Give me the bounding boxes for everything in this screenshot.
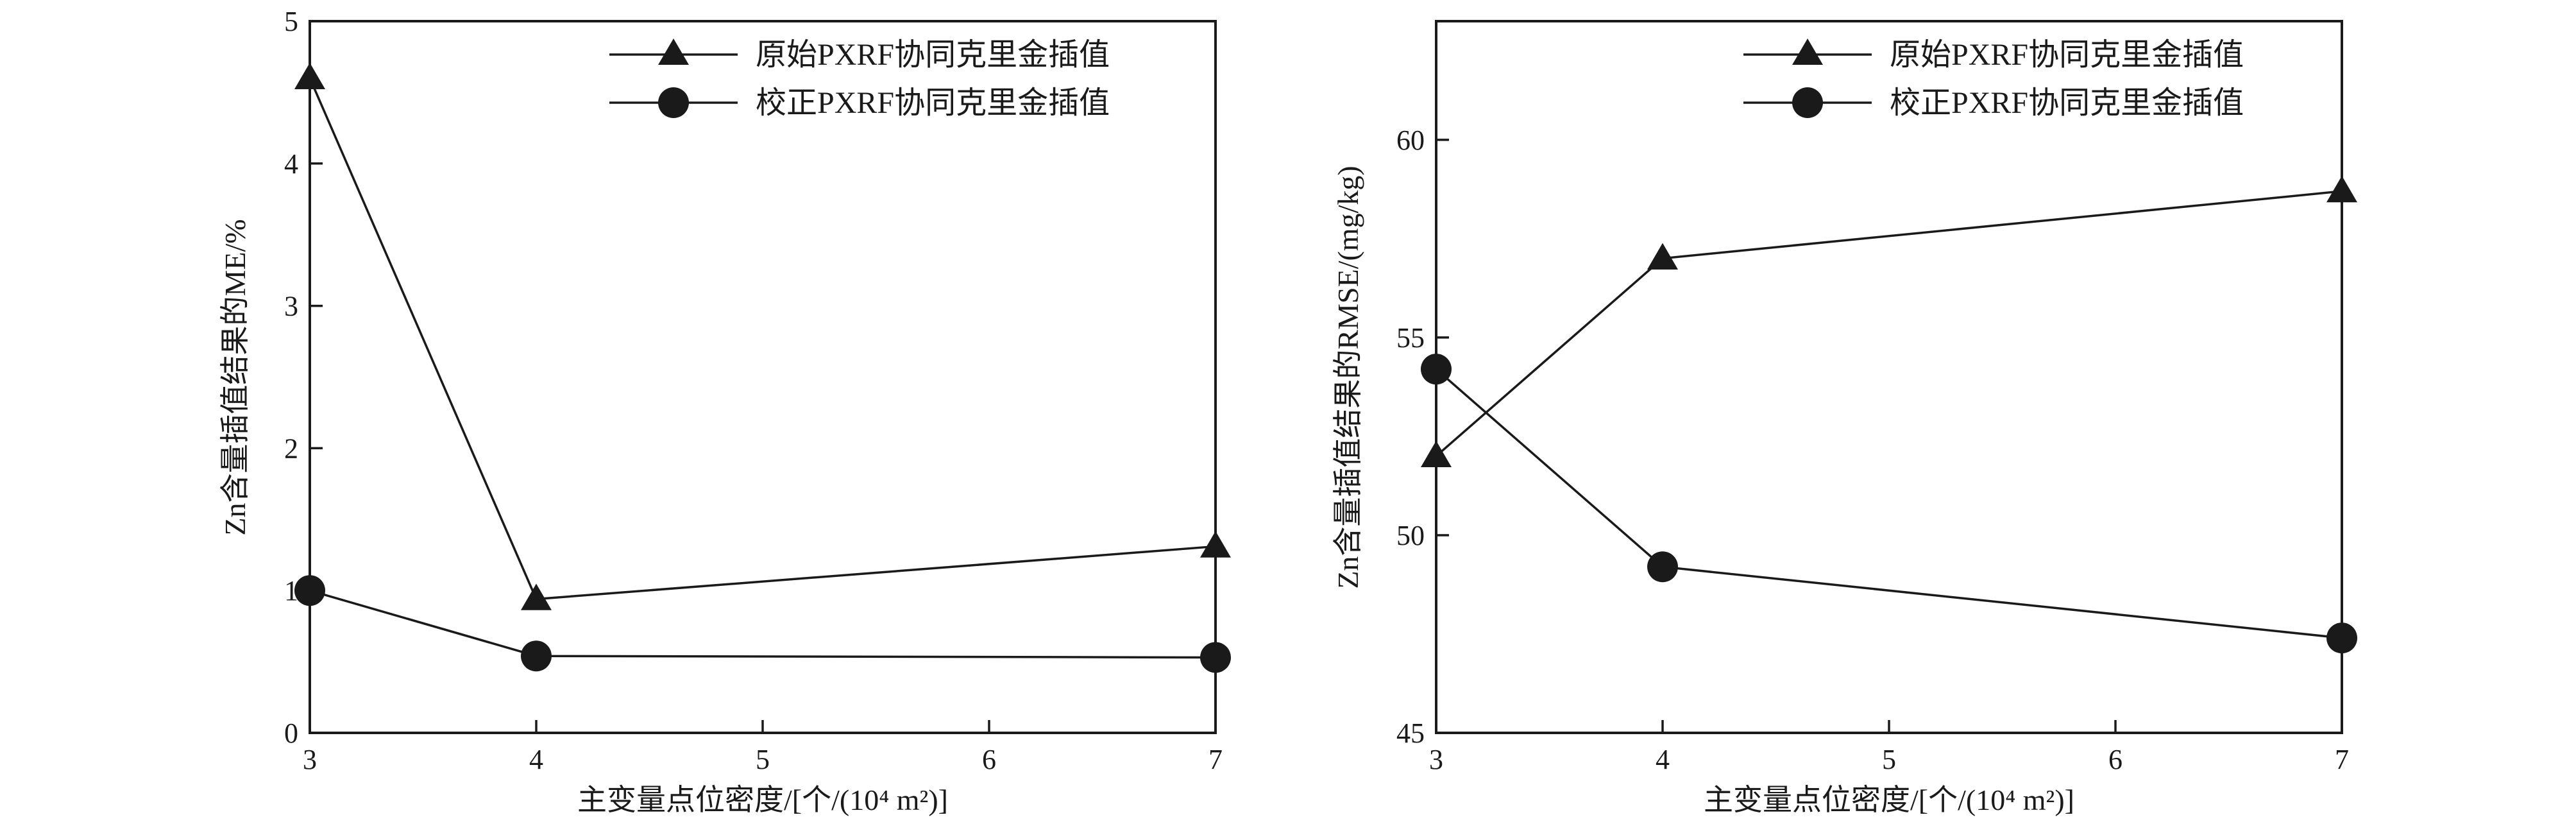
data-point-circle [2326,622,2357,654]
x-tick-label: 4 [1656,744,1670,775]
series-layer [1421,175,2357,654]
x-tick-label: 3 [1429,744,1443,775]
legend-marker-circle [658,87,689,118]
y-axis-label: Zn含量插值结果的RMSE/(mg/kg) [1332,166,1364,588]
data-point-circle [1421,354,1452,385]
legend-label-corrected: 校正PXRF协同克里金插值 [1890,86,2244,120]
y-axis-label: Zn含量插值结果的ME/% [219,219,251,535]
y-tick-label: 2 [284,433,298,464]
data-point-triangle [521,583,552,610]
x-tick-label: 6 [2108,744,2123,775]
data-point-triangle [2326,175,2357,203]
x-tick-label: 3 [303,744,317,775]
data-point-circle [294,575,325,606]
series-layer [294,62,1231,673]
series-line-corrected [309,589,1216,659]
x-tick-label: 5 [756,744,770,775]
y-axis-ticks: 45 50 55 60 [1396,124,1449,749]
series-line-original [309,78,1216,601]
x-axis-label: 主变量点位密度/[个/(10⁴ m²)] [1704,784,2074,816]
x-axis-ticks: 3 4 5 6 7 [303,720,1223,775]
legend: 原始PXRF协同克里金插值 校正PXRF协同克里金插值 [1743,38,2244,120]
data-point-triangle [294,62,325,89]
series-line-original [1435,190,2343,458]
legend-marker-triangle [1792,39,1823,65]
legend-label-original: 原始PXRF协同克里金插值 [1890,38,2244,72]
plot-frame [1435,20,2343,734]
x-tick-label: 6 [982,744,996,775]
x-tick-label: 7 [2335,744,2349,775]
x-tick-label: 7 [1208,744,1223,775]
y-tick-label: 45 [1396,717,1425,749]
y-axis-ticks: 0 1 2 3 4 5 [284,6,323,749]
x-axis-label: 主变量点位密度/[个/(10⁴ m²)] [577,784,948,816]
chart-left: 3 4 5 6 7 0 1 2 3 4 5 主变量点位密度/[个/(10⁴ m²)] Zn含量插值… [219,6,1231,816]
y-tick-label: 50 [1396,520,1425,551]
y-tick-label: 4 [284,148,298,180]
legend-label-corrected: 校正PXRF协同克里金插值 [756,86,1110,120]
data-point-triangle [1421,440,1452,468]
legend-marker-triangle [658,39,689,65]
y-tick-label: 55 [1396,322,1425,354]
data-point-triangle [1647,243,1678,270]
legend: 原始PXRF协同克里金插值 校正PXRF协同克里金插值 [609,38,1110,120]
y-tick-label: 5 [284,6,298,37]
x-tick-label: 5 [1882,744,1896,775]
y-tick-label: 0 [284,717,298,749]
legend-marker-circle [1792,87,1823,118]
data-point-circle [521,640,552,672]
series-line-corrected [1435,368,2343,639]
data-point-circle [1200,642,1231,673]
legend-label-original: 原始PXRF协同克里金插值 [756,38,1110,72]
y-tick-label: 60 [1396,124,1425,156]
data-point-circle [1647,551,1678,583]
y-tick-label: 3 [284,291,298,322]
y-tick-label: 1 [284,575,298,606]
x-axis-ticks: 3 4 5 6 7 [1429,720,2349,775]
data-point-triangle [1200,531,1231,558]
plot-frame [309,20,1217,734]
x-tick-label: 4 [529,744,543,775]
